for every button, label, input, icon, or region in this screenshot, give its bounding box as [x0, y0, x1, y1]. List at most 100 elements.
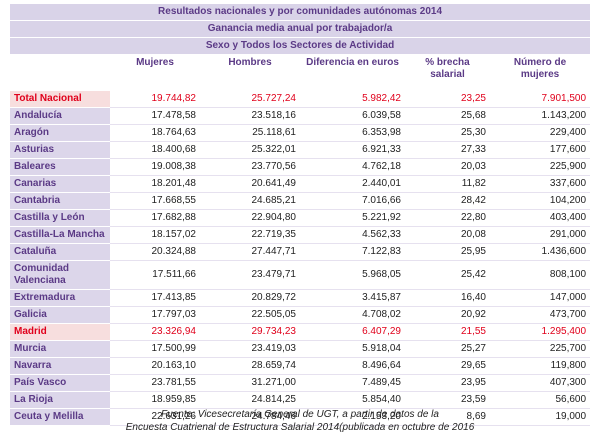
value-cell: 23.781,55	[110, 374, 200, 392]
value-cell: 17.500,99	[110, 340, 200, 358]
value-cell: 4.762,18	[300, 158, 405, 176]
title-text: Ganancia media anual por trabajador/a	[10, 20, 591, 38]
region-name: Baleares	[10, 158, 110, 176]
value-cell: 20,92	[405, 306, 490, 324]
value-cell: 27.447,71	[200, 243, 300, 261]
title-row: Resultados nacionales y por comunidades …	[10, 4, 591, 21]
data-row: Asturias 18.400,68 25.322,01 6.921,33 27,33 1…	[10, 141, 591, 159]
value-cell: 6.921,33	[300, 141, 405, 159]
empty-header	[10, 55, 110, 92]
data-row: Canarias 18.201,48 20.641,49 2.440,01 11,82 3…	[10, 175, 591, 193]
data-row: País Vasco 23.781,55 31.271,00 7.489,45 23,9…	[10, 374, 591, 392]
value-cell: 2.440,01	[300, 175, 405, 193]
value-cell: 104,200	[490, 192, 591, 210]
value-cell: 19.008,38	[110, 158, 200, 176]
value-cell: 147,000	[490, 289, 591, 307]
value-cell: 23.419,03	[200, 340, 300, 358]
value-cell: 403,400	[490, 209, 591, 227]
value-cell: 4.562,33	[300, 226, 405, 244]
title-row: Ganancia media anual por trabajador/a	[10, 20, 591, 38]
value-cell: 17.511,66	[110, 260, 200, 290]
value-cell: 23.770,56	[200, 158, 300, 176]
value-cell: 22.505,05	[200, 306, 300, 324]
value-cell: 8.496,64	[300, 357, 405, 375]
value-cell: 16,40	[405, 289, 490, 307]
value-cell: 17.668,55	[110, 192, 200, 210]
data-row: Navarra 20.163,10 28.659,74 8.496,64 29,65 11…	[10, 357, 591, 375]
value-cell: 1.295,400	[490, 323, 591, 341]
data-row: Extremadura 17.413,85 20.829,72 3.415,87 16,…	[10, 289, 591, 307]
value-cell: 5.918,04	[300, 340, 405, 358]
value-cell: 4.708,02	[300, 306, 405, 324]
region-name: Andalucía	[10, 107, 110, 125]
column-header: Diferencia en euros	[306, 57, 399, 68]
value-cell: 225,900	[490, 158, 591, 176]
value-cell: 7.016,66	[300, 192, 405, 210]
value-cell: 23.518,16	[200, 107, 300, 125]
region-name: País Vasco	[10, 374, 110, 392]
value-cell: 29.734,23	[200, 323, 300, 341]
data-row: Ceuta y Melilla 22.631,26 24.784,46 2.153,2…	[10, 408, 591, 426]
region-name: La Rioja	[10, 391, 110, 409]
data-row: Total Nacional 19.744,82 25.727,24 5.982,42…	[10, 91, 591, 108]
value-cell: 20.641,49	[200, 175, 300, 193]
value-cell: 25.322,01	[200, 141, 300, 159]
source-line: Encuesta Cuatrienal de Estructura Salari…	[125, 422, 475, 433]
data-row: Murcia 17.500,99 23.419,03 5.918,04 25,27 225…	[10, 340, 591, 358]
value-cell: 25,30	[405, 124, 490, 142]
data-row: Cantabria 17.668,55 24.685,21 7.016,66 28,42…	[10, 192, 591, 210]
data-row: Castilla y León 17.682,88 22.904,80 5.221,9…	[10, 209, 591, 227]
value-cell: 808,100	[490, 260, 591, 290]
value-cell: 225,700	[490, 340, 591, 358]
value-cell: 25,27	[405, 340, 490, 358]
value-cell: 25,68	[405, 107, 490, 125]
source-line: Fuente: Vicesecretaría General de UGT, a…	[161, 409, 439, 420]
value-cell: 28.659,74	[200, 357, 300, 375]
value-cell: 27,33	[405, 141, 490, 159]
table-body: Total Nacional 19.744,82 25.727,24 5.982,42…	[10, 91, 591, 426]
value-cell: 18.959,85	[110, 391, 200, 409]
column-header-row: Mujeres Hombres Diferencia en euros % brech…	[10, 55, 590, 92]
value-cell: 22,80	[405, 209, 490, 227]
value-cell: 20.163,10	[110, 357, 200, 375]
column-header: Mujeres	[136, 57, 174, 68]
value-cell: 19.744,82	[110, 91, 200, 108]
value-cell: 23.479,71	[200, 260, 300, 290]
value-cell: 22.719,35	[200, 226, 300, 244]
value-cell: 21,55	[405, 323, 490, 341]
region-name: Cantabria	[10, 192, 110, 210]
value-cell: 11,82	[405, 175, 490, 193]
value-cell: 17.797,03	[110, 306, 200, 324]
value-cell: 5.854,40	[300, 391, 405, 409]
value-cell: 8,69	[405, 408, 490, 426]
salary-table: Resultados nacionales y por comunidades …	[10, 4, 591, 426]
value-cell: 20,08	[405, 226, 490, 244]
value-cell: 28,42	[405, 192, 490, 210]
region-name: Ceuta y Melilla	[10, 408, 110, 426]
column-header: % brecha salarial	[425, 57, 470, 80]
value-cell: 25,42	[405, 260, 490, 290]
value-cell: 337,600	[490, 175, 591, 193]
data-row: Baleares 19.008,38 23.770,56 4.762,18 20,03 2…	[10, 158, 591, 176]
value-cell: 18.764,63	[110, 124, 200, 142]
data-row: Galicia 17.797,03 22.505,05 4.708,02 20,92 47…	[10, 306, 591, 324]
value-cell: 20.829,72	[200, 289, 300, 307]
data-row: Aragón 18.764,63 25.118,61 6.353,98 25,30 229…	[10, 124, 591, 142]
value-cell: 22.904,80	[200, 209, 300, 227]
region-name: Castilla-La Mancha	[10, 226, 110, 244]
value-cell: 24.685,21	[200, 192, 300, 210]
region-name: Comunidad Valenciana	[10, 260, 110, 290]
value-cell: 1.143,200	[490, 107, 591, 125]
value-cell: 23.326,94	[110, 323, 200, 341]
value-cell: 5.221,92	[300, 209, 405, 227]
value-cell: 7.122,83	[300, 243, 405, 261]
value-cell: 23,25	[405, 91, 490, 108]
region-name: Navarra	[10, 357, 110, 375]
value-cell: 19,000	[490, 408, 591, 426]
value-cell: 25.727,24	[200, 91, 300, 108]
value-cell: 291,000	[490, 226, 591, 244]
region-name: Canarias	[10, 175, 110, 193]
region-name: Galicia	[10, 306, 110, 324]
region-name: Aragón	[10, 124, 110, 142]
